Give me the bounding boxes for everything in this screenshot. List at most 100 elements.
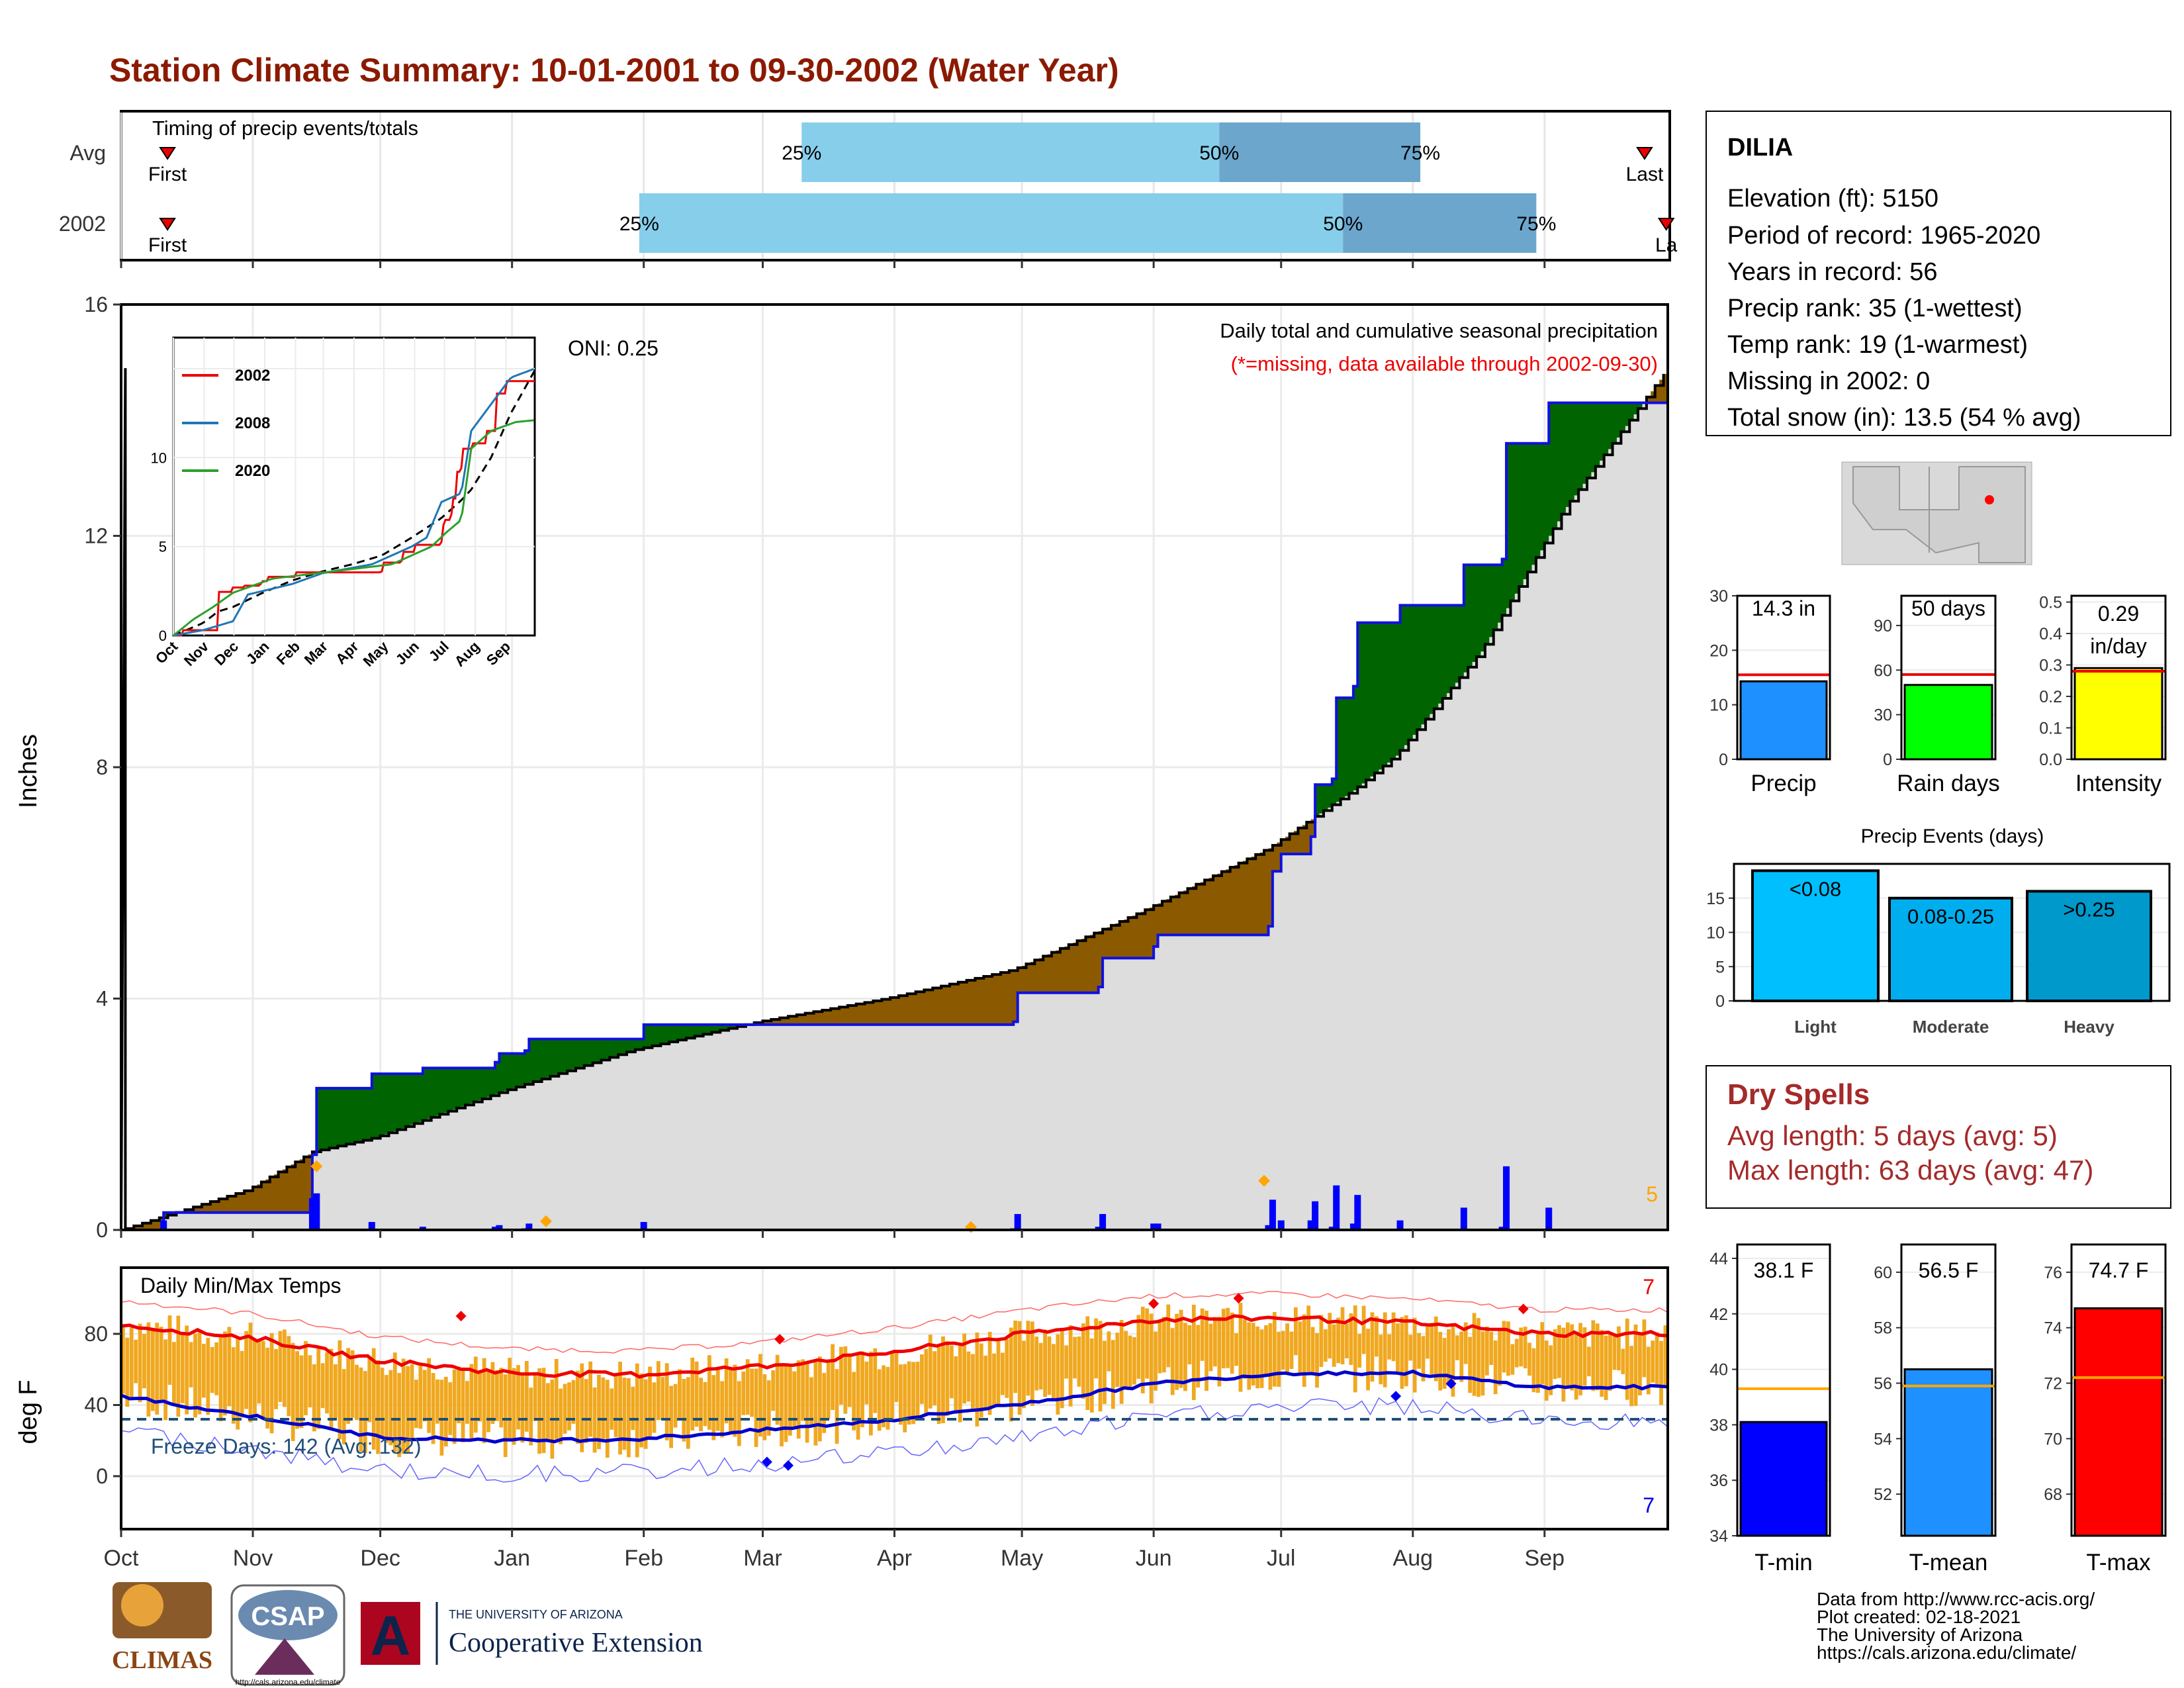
daily-temp-bar (1544, 1340, 1549, 1401)
daily-temp-bar (1646, 1346, 1651, 1395)
daily-temp-bar (155, 1323, 159, 1415)
footer: Data from http://www.rcc-acis.org/ Plot … (112, 1582, 2095, 1687)
daily-temp-bar (1294, 1307, 1298, 1356)
daily-temp-bar (142, 1334, 146, 1389)
precip-ytick-label: 16 (84, 293, 108, 316)
daily-temp-bar (1477, 1318, 1480, 1397)
summary-bar-label: Precip (1751, 771, 1816, 796)
daily-temp-bar (223, 1331, 227, 1416)
daily-temp-bar (563, 1383, 567, 1434)
daily-precip-bar (1503, 1166, 1510, 1230)
daily-temp-bar (1205, 1310, 1208, 1391)
daily-temp-bar (1005, 1338, 1009, 1398)
daily-temp-bar (457, 1366, 461, 1424)
daily-temp-bar (486, 1371, 490, 1432)
daily-temp-bar (125, 1337, 130, 1407)
precip-note-missing: (*=missing, data available through 2002-… (1231, 352, 1658, 375)
month-label: Feb (624, 1546, 663, 1571)
temp-summary-ytick-label: 54 (1874, 1430, 1892, 1448)
daily-temp-bar (1191, 1304, 1196, 1401)
daily-temp-bar (924, 1348, 929, 1415)
daily-temp-bar (745, 1359, 750, 1415)
inset-legend-label: 2008 (235, 414, 270, 432)
daily-precip-bar (1333, 1185, 1340, 1230)
daily-temp-bar (278, 1331, 283, 1402)
daily-temp-bar (1553, 1329, 1557, 1380)
temp-summary-ytick-label: 70 (2044, 1430, 2062, 1448)
summary-ytick-label: 30 (1874, 706, 1892, 725)
daily-precip-bar (1095, 1227, 1102, 1230)
daily-temp-bar (269, 1333, 274, 1434)
temp-summary-label: T-mean (1909, 1550, 1988, 1575)
summary-bar-chart: 0 10 20 30 14.3 in Precip (1709, 587, 1831, 796)
daily-temp-bar (1345, 1323, 1349, 1358)
daily-temp-bar (287, 1336, 291, 1417)
record-low-count: 7 (1643, 1493, 1655, 1517)
daily-temp-bar (346, 1348, 351, 1424)
daily-temp-bar (1187, 1325, 1192, 1365)
daily-temp-bar (1208, 1323, 1213, 1372)
station-line: Period of record: 1965-2020 (1727, 222, 2040, 250)
daily-temp-bar (1107, 1331, 1111, 1372)
daily-precip-bar (419, 1227, 426, 1230)
daily-temp-bar (1438, 1332, 1443, 1391)
daily-temp-bar (325, 1352, 329, 1414)
last-event-label: Last (1626, 164, 1664, 185)
daily-temp-bar (146, 1322, 151, 1417)
record-low-marker (761, 1456, 772, 1468)
daily-temp-bar (1115, 1333, 1120, 1387)
daily-temp-bar (520, 1373, 525, 1443)
daily-temp-bar (1213, 1317, 1217, 1367)
station-name: DILIA (1727, 134, 1793, 162)
daily-temp-bar (121, 1325, 125, 1394)
precip-ytick-label: 12 (84, 524, 108, 548)
daily-temp-bar (860, 1351, 864, 1428)
daily-precip-bar (496, 1225, 503, 1230)
daily-temp-bar (431, 1373, 435, 1444)
daily-temp-bar (979, 1343, 983, 1418)
temp-summary-value: 56.5 F (1919, 1258, 1979, 1282)
daily-temp-bar (257, 1340, 261, 1404)
daily-temp-bar (1183, 1323, 1187, 1391)
month-label: Jul (1267, 1546, 1295, 1571)
month-label: Jan (494, 1546, 530, 1571)
oni-value: ONI: 0.25 (568, 336, 659, 360)
temp-summary-ytick-label: 68 (2044, 1485, 2062, 1504)
daily-precip-bar (1460, 1207, 1467, 1230)
daily-temp-bar (341, 1369, 346, 1444)
daily-temp-bar (627, 1378, 631, 1458)
freeze-days-label: Freeze Days: 142 (Avg: 132) (151, 1434, 422, 1458)
event-bar (1888, 896, 2013, 1002)
daily-temp-bar (406, 1366, 410, 1454)
daily-temp-bar (201, 1344, 206, 1398)
daily-temp-bar (796, 1360, 801, 1439)
daily-temp-bar (941, 1336, 945, 1424)
daily-temp-bar (1268, 1323, 1273, 1390)
daily-temp-bar (422, 1370, 427, 1422)
daily-temp-bar (903, 1364, 907, 1432)
temp-summary-ytick-label: 58 (1874, 1319, 1892, 1338)
daily-temp-bar (1043, 1329, 1047, 1397)
inset-2002-line (173, 380, 535, 637)
daily-precip-bar (640, 1221, 647, 1230)
daily-temp-bar (1124, 1331, 1128, 1389)
daily-temp-bar (584, 1379, 588, 1443)
daily-temp-bar (524, 1360, 529, 1432)
first-event-label: First (148, 234, 187, 256)
daily-temp-bar (1328, 1313, 1332, 1359)
timing-panel: Timing of precip events/totals Avg 25% 50%… (59, 110, 1678, 268)
daily-temp-bar (618, 1362, 622, 1455)
daily-temp-bar (1531, 1348, 1536, 1393)
events-ytick-label: 15 (1706, 890, 1725, 908)
station-location-marker (1985, 495, 1994, 504)
daily-temp-bar (1264, 1325, 1268, 1376)
events-ytick-label: 5 (1715, 958, 1725, 976)
daily-temp-bar (1230, 1312, 1234, 1374)
month-label: Jun (1136, 1546, 1172, 1571)
last-event-label: La (1655, 234, 1678, 256)
temp-panel: deg F 0 40 80 Daily Min/Max Temps Freeze Day… (15, 1266, 1669, 1571)
daily-temp-bar (898, 1364, 903, 1425)
daily-precip-bar (308, 1197, 316, 1230)
timing-bar-25-50 (639, 193, 1343, 253)
daily-temp-bar (1009, 1327, 1013, 1422)
